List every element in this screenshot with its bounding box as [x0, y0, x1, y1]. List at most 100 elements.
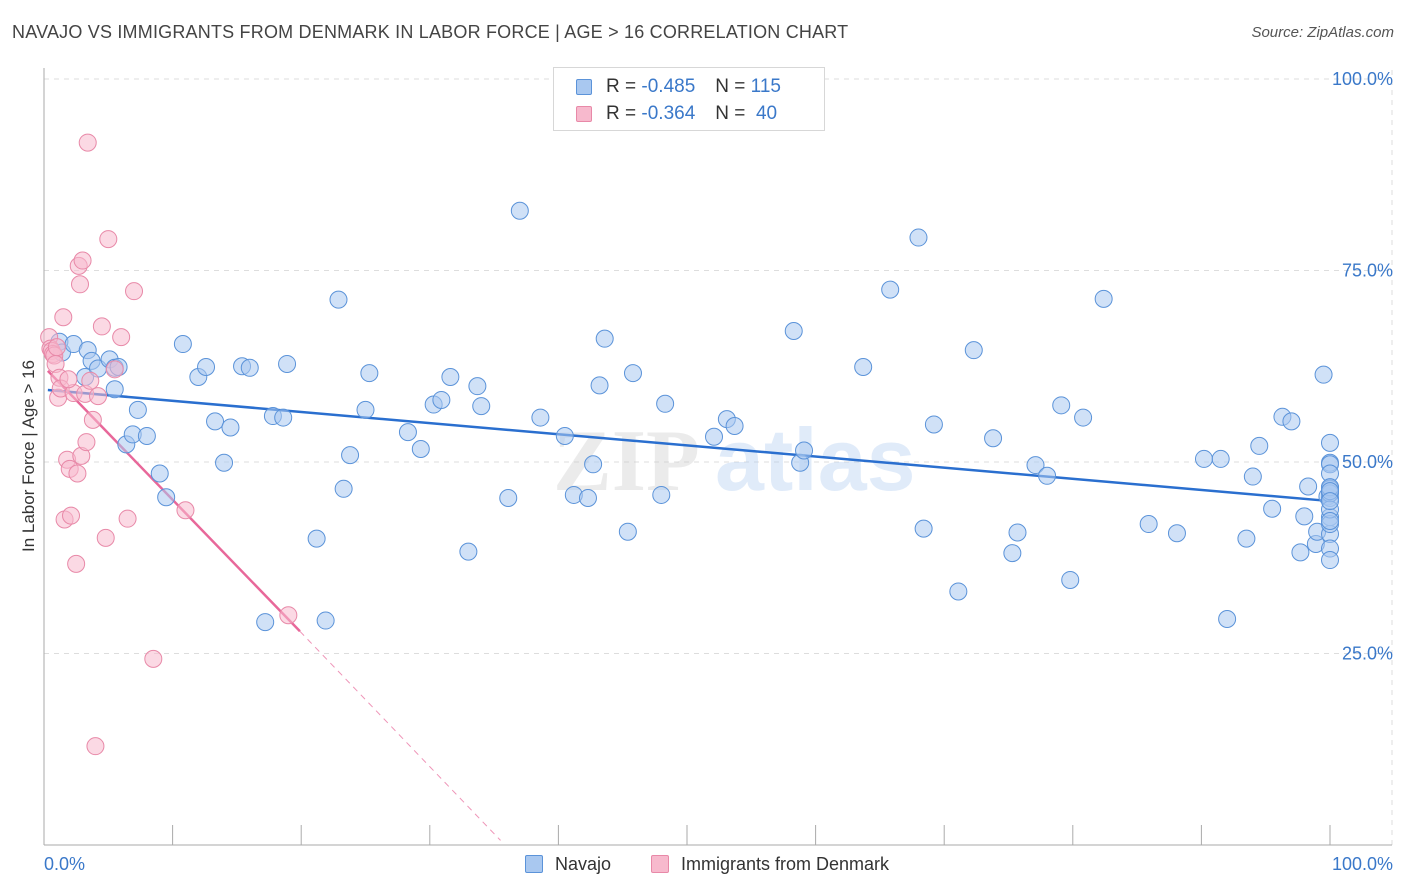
legend-r-value: -0.364 — [641, 103, 696, 124]
navajo-point — [316, 611, 335, 630]
y-axis-title: In Labor Force | Age > 16 — [19, 360, 38, 552]
navajo-point — [924, 415, 943, 434]
navajo-point — [1139, 515, 1158, 534]
navajo-point — [795, 441, 814, 460]
y-tick-label: 75.0% — [1342, 261, 1393, 281]
navajo-point — [1003, 544, 1022, 563]
navajo-point — [329, 290, 348, 309]
denmark-point — [176, 501, 195, 520]
axes — [43, 68, 1392, 846]
navajo-point — [984, 429, 1003, 448]
navajo-point — [1211, 449, 1230, 468]
navajo-point — [128, 400, 147, 419]
navajo-point — [105, 380, 124, 399]
denmark-point — [105, 360, 124, 379]
navajo-point — [360, 364, 379, 383]
legend-n-value: 40 — [755, 103, 778, 124]
navajo-point — [1321, 433, 1339, 452]
navajo-point — [278, 354, 297, 373]
denmark-point — [81, 371, 100, 390]
navajo-point — [1243, 467, 1262, 486]
denmark-point — [71, 275, 90, 294]
navajo-point — [137, 426, 156, 445]
y-tick-label: 50.0% — [1342, 452, 1393, 472]
legend-n-value: 115 — [750, 76, 781, 97]
tick-labels: 25.0% 50.0% 75.0% 100.0% 0.0% 100.0% — [44, 69, 1393, 874]
navajo-point — [472, 397, 491, 416]
data-points — [40, 133, 1339, 756]
legend-r-value: -0.485 — [641, 76, 696, 97]
legend-r-label: R = — [606, 76, 637, 97]
navajo-point — [964, 341, 983, 360]
navajo-point — [1299, 477, 1318, 496]
navajo-point — [1038, 466, 1057, 485]
navajo-point — [459, 542, 478, 561]
navajo-point — [909, 228, 928, 247]
navajo-point — [307, 529, 326, 548]
denmark-point — [125, 282, 144, 301]
denmark-point — [112, 328, 131, 347]
denmark-swatch — [576, 106, 592, 122]
denmark-point — [54, 308, 73, 327]
navajo-point — [949, 582, 968, 601]
navajo-point — [854, 358, 873, 377]
navajo-point — [411, 439, 430, 458]
navajo-point — [652, 485, 671, 504]
navajo-point — [206, 412, 225, 431]
navajo-point — [197, 358, 216, 377]
navajo-point — [1263, 499, 1282, 518]
denmark-point — [83, 410, 102, 429]
denmark-point — [62, 506, 81, 525]
chart-title: NAVAJO VS IMMIGRANTS FROM DENMARK IN LAB… — [12, 22, 849, 42]
navajo-point — [468, 377, 487, 396]
navajo-point — [1094, 289, 1113, 308]
denmark-legend-swatch — [651, 855, 669, 873]
navajo-point — [1026, 456, 1045, 475]
navajo-point — [590, 376, 609, 395]
denmark-point — [144, 649, 163, 668]
bottom-legend-navajo: Navajo — [525, 852, 611, 876]
navajo-point — [1295, 507, 1314, 526]
denmark-point — [47, 338, 66, 357]
navajo-point — [432, 390, 451, 409]
navajo-point — [173, 335, 192, 354]
bottom-legend-denmark: Immigrants from Denmark — [651, 852, 889, 876]
navajo-point — [1008, 523, 1027, 542]
navajo-point — [1052, 396, 1071, 415]
navajo-point — [623, 364, 642, 383]
navajo-point — [914, 519, 933, 538]
gridlines — [44, 70, 1393, 845]
navajo-point — [531, 408, 550, 427]
navajo-legend-swatch — [525, 855, 543, 873]
navajo-point — [1321, 511, 1339, 530]
navajo-point — [1237, 529, 1256, 548]
navajo-point — [555, 426, 574, 445]
navajo-point — [150, 464, 169, 483]
navajo-point — [584, 455, 603, 474]
correlation-legend: R = -0.485 N = 115 R = -0.364 N = 40 — [553, 67, 825, 131]
navajo-point — [595, 329, 614, 348]
navajo-point — [240, 358, 259, 377]
navajo-point — [157, 488, 176, 507]
navajo-point — [256, 613, 275, 632]
navajo-point — [1167, 524, 1186, 543]
legend-row-navajo: R = -0.485 N = 115 — [576, 75, 781, 99]
denmark-point — [78, 133, 97, 152]
navajo-point — [398, 423, 417, 442]
x-tick-label: 100.0% — [1332, 854, 1393, 874]
denmark-point — [59, 370, 78, 389]
navajo-point — [1314, 365, 1333, 384]
x-tick-label: 0.0% — [44, 854, 85, 874]
navajo-point — [215, 453, 234, 472]
navajo-point — [221, 418, 240, 437]
y-tick-label: 100.0% — [1332, 69, 1393, 89]
navajo-point — [656, 394, 675, 413]
navajo-point — [1282, 412, 1301, 431]
navajo-point — [341, 446, 360, 465]
navajo-point — [1291, 543, 1310, 562]
denmark-point — [96, 528, 115, 547]
navajo-point — [784, 322, 803, 341]
watermark-atlas: atlas — [715, 410, 916, 509]
legend-r-label: R = — [606, 103, 637, 124]
